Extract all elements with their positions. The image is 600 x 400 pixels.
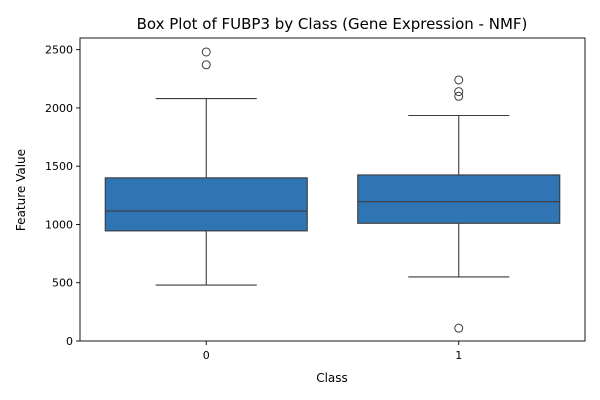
y-tick-label: 0 (66, 335, 73, 348)
x-tick-label: 0 (203, 349, 210, 362)
plot-area: 0 500 1000 1500 2000 2500 0 1 (45, 37, 586, 362)
y-tick-label: 1500 (45, 160, 73, 173)
box-iqr (104, 177, 308, 232)
y-tick-label: 500 (52, 277, 73, 290)
axes-frame (79, 37, 586, 342)
y-axis-label: Feature Value (14, 149, 28, 231)
box-iqr (357, 174, 561, 224)
x-tick-label: 1 (455, 349, 462, 362)
y-tick-label: 2500 (45, 44, 73, 57)
y-tick-label: 1000 (45, 218, 73, 231)
outlier-point (454, 323, 464, 333)
chart-title: Box Plot of FUBP3 by Class (Gene Express… (137, 15, 528, 33)
outlier-point (454, 87, 464, 97)
outlier-point (201, 47, 211, 57)
outlier-point (454, 75, 464, 85)
y-tick-label: 2000 (45, 102, 73, 115)
outlier-point (454, 91, 464, 101)
outlier-point (201, 60, 211, 70)
x-axis-label: Class (316, 371, 348, 385)
